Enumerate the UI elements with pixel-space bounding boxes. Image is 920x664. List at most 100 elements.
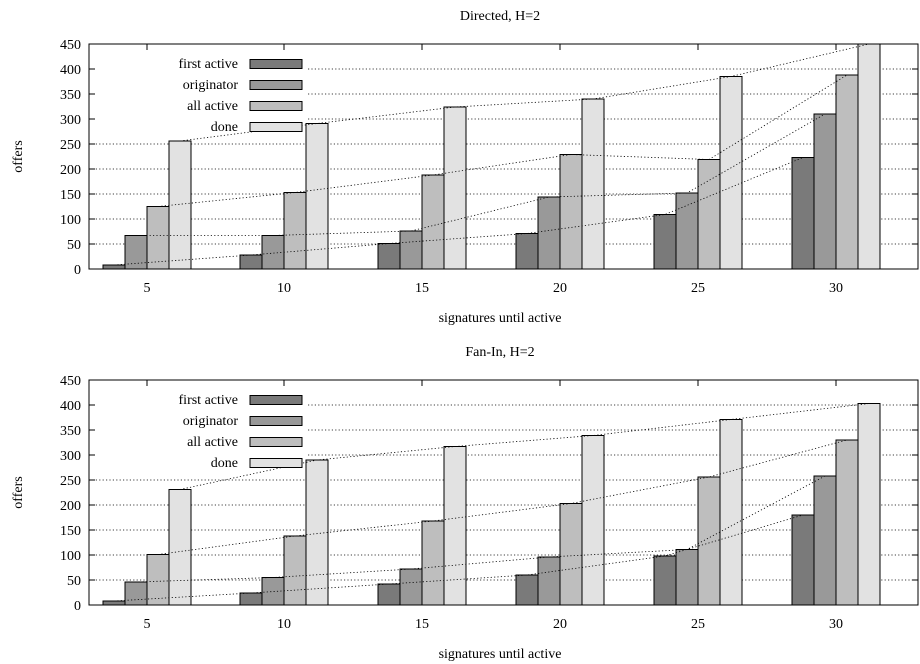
bar-originator-25 <box>675 192 699 270</box>
legend-swatch <box>249 59 303 69</box>
y-tick-label: 300 <box>60 113 81 128</box>
trend-line-all-active <box>157 74 848 207</box>
x-tick-label: 20 <box>553 281 567 296</box>
bar-done-20 <box>581 435 605 606</box>
legend-swatch <box>249 80 303 90</box>
bar-all-active-30 <box>835 439 859 606</box>
x-tick-label: 5 <box>144 281 151 296</box>
x-tick-label: 10 <box>277 617 291 632</box>
bar-all-active-20 <box>559 154 583 270</box>
y-tick-label: 400 <box>60 63 81 78</box>
y-tick-label: 250 <box>60 138 81 153</box>
bar-done-20 <box>581 98 605 270</box>
y-tick-label: 300 <box>60 449 81 464</box>
bar-done-10 <box>305 459 329 606</box>
bar-first-active-10 <box>239 254 263 270</box>
x-tick-label: 25 <box>691 281 705 296</box>
y-tick-label: 450 <box>60 38 81 53</box>
y-tick-label: 50 <box>67 574 81 589</box>
bar-first-active-30 <box>791 514 815 606</box>
bar-first-active-30 <box>791 157 815 270</box>
x-tick-label: 15 <box>415 281 429 296</box>
bar-originator-20 <box>537 196 561 270</box>
bar-all-active-5 <box>146 554 170 606</box>
bar-done-5 <box>168 489 192 606</box>
y-tick-label: 200 <box>60 499 81 514</box>
legend-label: first active <box>179 393 238 408</box>
trend-line-originator <box>136 113 826 236</box>
trend-line-all-active <box>157 439 848 555</box>
x-tick-label: 20 <box>553 617 567 632</box>
chart-panel-1: Directed, H=2 offers signatures until acti… <box>11 9 919 326</box>
legend-swatch <box>249 101 303 111</box>
bar-first-active-20 <box>515 574 539 606</box>
legend-label: all active <box>187 99 238 114</box>
y-tick-label: 450 <box>60 374 81 389</box>
chart-title: Fan-In, H=2 <box>465 345 534 360</box>
legend-label: originator <box>183 414 239 429</box>
x-tick-label: 15 <box>415 617 429 632</box>
y-tick-label: 250 <box>60 474 81 489</box>
bar-first-active-5 <box>102 264 126 270</box>
x-tick-label: 5 <box>144 617 151 632</box>
trend-line-done <box>179 43 870 142</box>
legend-label: done <box>211 456 238 471</box>
y-tick-label: 350 <box>60 424 81 439</box>
bar-all-active-20 <box>559 503 583 606</box>
y-tick-label: 100 <box>60 549 81 564</box>
x-tick-label: 30 <box>829 617 843 632</box>
bar-originator-25 <box>675 549 699 606</box>
bar-originator-15 <box>399 230 423 270</box>
bar-first-active-15 <box>377 243 401 270</box>
bar-all-active-25 <box>697 476 721 606</box>
trend-line-first-active <box>113 157 804 266</box>
y-tick-label: 100 <box>60 213 81 228</box>
bar-done-15 <box>443 446 467 606</box>
bar-all-active-15 <box>421 174 445 270</box>
bar-originator-30 <box>813 475 837 606</box>
x-tick-label: 10 <box>277 281 291 296</box>
y-tick-label: 0 <box>74 263 81 278</box>
legend-label: first active <box>179 57 238 72</box>
bar-originator-30 <box>813 113 837 270</box>
chart-panel-2: Fan-In, H=2 offers signatures until active… <box>11 345 919 662</box>
y-tick-label: 350 <box>60 88 81 103</box>
bar-all-active-15 <box>421 520 445 606</box>
bar-done-25 <box>719 419 743 606</box>
x-tick-label: 30 <box>829 281 843 296</box>
bar-all-active-30 <box>835 74 859 270</box>
bar-originator-15 <box>399 568 423 606</box>
plot-frame <box>88 43 919 270</box>
x-tick-label: 25 <box>691 617 705 632</box>
y-tick-label: 150 <box>60 524 81 539</box>
bar-all-active-10 <box>283 192 307 270</box>
bar-first-active-10 <box>239 592 263 606</box>
y-tick-label: 400 <box>60 399 81 414</box>
bar-first-active-15 <box>377 583 401 606</box>
bar-first-active-25 <box>653 555 677 606</box>
bar-first-active-25 <box>653 214 677 270</box>
bar-originator-20 <box>537 556 561 606</box>
bar-done-30 <box>857 43 881 270</box>
legend-label: all active <box>187 435 238 450</box>
bar-done-25 <box>719 76 743 270</box>
trend-line-originator <box>135 475 826 583</box>
bar-all-active-25 <box>697 159 721 270</box>
bar-all-active-10 <box>283 535 307 606</box>
y-axis-label: offers <box>11 140 26 172</box>
legend-swatch <box>249 122 303 132</box>
bar-all-active-5 <box>146 206 170 270</box>
chart-title: Directed, H=2 <box>460 9 540 24</box>
legend-swatch <box>249 395 303 405</box>
bar-done-15 <box>443 106 467 270</box>
bar-first-active-20 <box>515 233 539 270</box>
legend-label: originator <box>183 78 239 93</box>
x-axis-label: signatures until active <box>439 647 562 662</box>
y-tick-label: 50 <box>67 238 81 253</box>
bar-done-10 <box>305 123 329 270</box>
legend-label: done <box>211 120 238 135</box>
y-tick-label: 0 <box>74 599 81 614</box>
plot-frame <box>88 379 919 606</box>
x-axis-label: signatures until active <box>439 311 562 326</box>
